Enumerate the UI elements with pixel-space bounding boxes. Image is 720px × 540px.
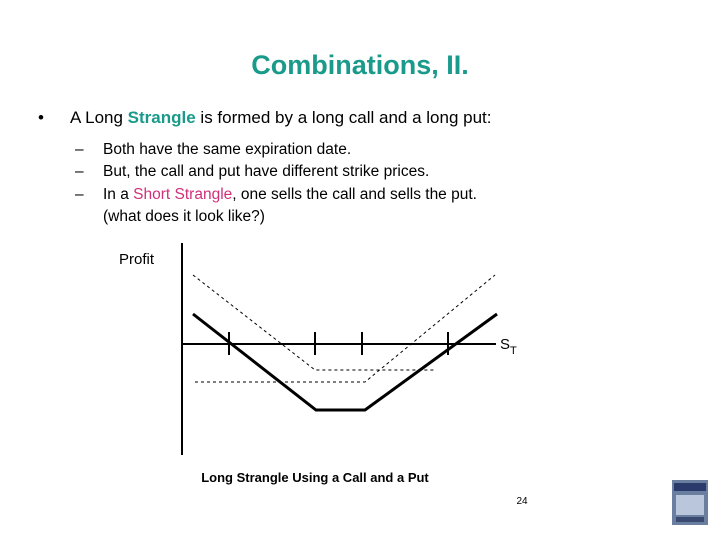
text: is formed by a long call and a long put: — [195, 108, 492, 127]
x-label-base: S — [500, 336, 510, 353]
sub-marker: – — [75, 163, 84, 180]
x-label: ST — [500, 336, 517, 357]
x-label-sub: T — [510, 345, 517, 357]
bullet-text: A Long Strangle is formed by a long call… — [70, 108, 492, 128]
payoff-line — [192, 312, 498, 412]
sub-bullet: Both have the same expiration date. — [103, 141, 352, 158]
sub-marker: – — [75, 141, 84, 158]
sub-bullet: In a Short Strangle, one sells the call … — [103, 186, 477, 204]
book-icon — [672, 480, 708, 525]
highlight: Short Strangle — [133, 186, 233, 203]
caption: Long Strangle Using a Call and a Put — [201, 470, 429, 485]
y-label: Profit — [119, 251, 155, 268]
sub-bullet-continuation: (what does it look like?) — [103, 208, 265, 225]
highlight: Strangle — [127, 108, 196, 127]
slide-title: Combinations, II. — [251, 50, 469, 80]
text: , one sells the call and sells the put. — [232, 186, 477, 203]
sub-marker: – — [75, 186, 84, 203]
sub-bullet: But, the call and put have different str… — [103, 163, 430, 180]
page-number: 24 — [516, 496, 528, 507]
component-lines — [192, 274, 496, 383]
text: In a — [103, 186, 134, 203]
bullet-marker: • — [38, 108, 44, 127]
text: A Long — [70, 108, 128, 127]
